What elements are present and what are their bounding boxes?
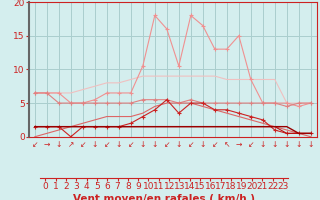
Text: ↙: ↙ bbox=[248, 140, 254, 149]
Text: ↓: ↓ bbox=[140, 140, 146, 149]
Text: ↙: ↙ bbox=[188, 140, 194, 149]
Text: ↓: ↓ bbox=[260, 140, 266, 149]
Text: ↓: ↓ bbox=[56, 140, 62, 149]
X-axis label: Vent moyen/en rafales ( km/h ): Vent moyen/en rafales ( km/h ) bbox=[73, 194, 255, 200]
Text: ↙: ↙ bbox=[128, 140, 134, 149]
Text: ↓: ↓ bbox=[200, 140, 206, 149]
Text: ↙: ↙ bbox=[80, 140, 86, 149]
Text: ↓: ↓ bbox=[296, 140, 302, 149]
Text: ↓: ↓ bbox=[284, 140, 290, 149]
Text: ↓: ↓ bbox=[92, 140, 98, 149]
Text: →: → bbox=[44, 140, 50, 149]
Text: ↙: ↙ bbox=[164, 140, 170, 149]
Text: ↓: ↓ bbox=[116, 140, 122, 149]
Text: ↓: ↓ bbox=[152, 140, 158, 149]
Text: ↗: ↗ bbox=[68, 140, 74, 149]
Text: →: → bbox=[236, 140, 242, 149]
Text: ↓: ↓ bbox=[308, 140, 314, 149]
Text: ↖: ↖ bbox=[224, 140, 230, 149]
Text: ↓: ↓ bbox=[176, 140, 182, 149]
Text: ↙: ↙ bbox=[32, 140, 38, 149]
Text: ↙: ↙ bbox=[104, 140, 110, 149]
Text: ↙: ↙ bbox=[212, 140, 218, 149]
Text: ↓: ↓ bbox=[272, 140, 278, 149]
